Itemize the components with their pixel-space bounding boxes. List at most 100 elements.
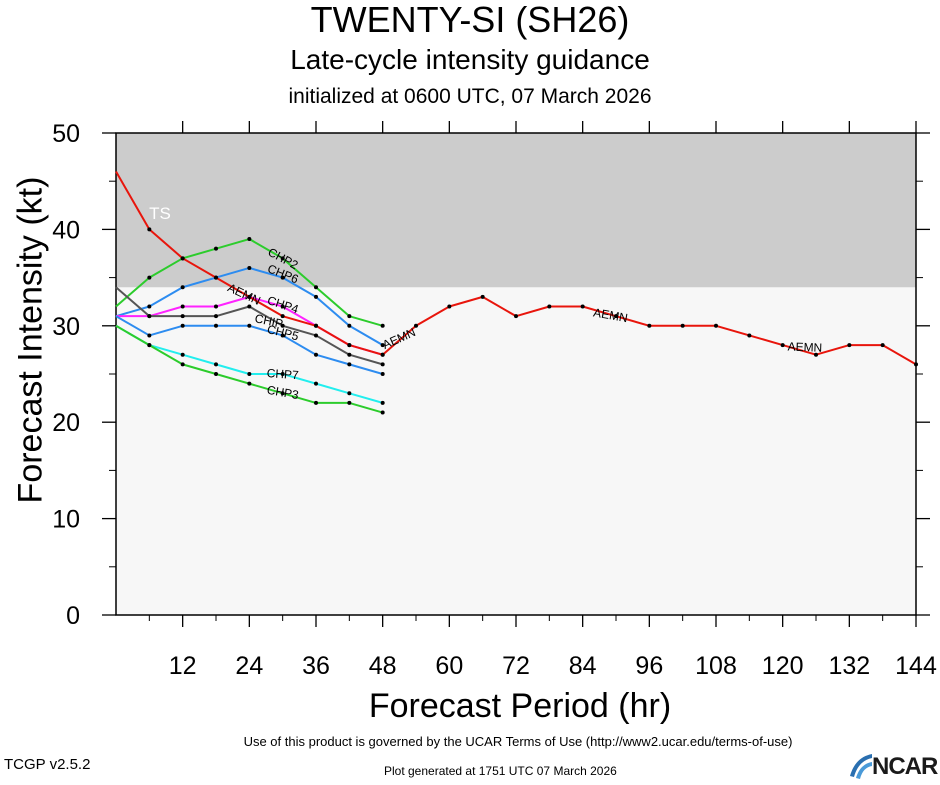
data-point-chp5 [147, 333, 152, 338]
data-point-chp5 [280, 333, 285, 338]
data-point-aemn [214, 275, 218, 280]
data-point-aemn [647, 323, 652, 328]
y-tick-label: 0 [66, 602, 80, 630]
data-point-chp5 [380, 372, 385, 376]
data-point-chp6 [280, 275, 285, 280]
data-point-chp3 [214, 372, 218, 376]
data-point-aemn [347, 343, 352, 348]
y-tick-label: 50 [52, 120, 80, 148]
data-point-chp6 [314, 294, 318, 299]
data-point-aemn [447, 304, 452, 309]
data-point-chp4 [180, 304, 185, 309]
data-point-chp5 [247, 323, 252, 328]
x-tick-label: 84 [569, 652, 597, 680]
data-point-aemn [914, 362, 918, 367]
series-label-aemn: AEMN [592, 305, 629, 325]
data-point-aemn [380, 352, 385, 357]
ts-band-label: TS [149, 204, 171, 223]
chart-title: TWENTY-SI (SH26) [310, 0, 630, 40]
data-point-chp6 [180, 285, 185, 290]
data-point-chp5 [347, 362, 352, 367]
data-point-aemn [480, 294, 485, 299]
data-point-chp2 [147, 275, 152, 280]
data-point-chp7 [314, 381, 318, 386]
data-point-chip [314, 333, 318, 338]
data-point-chp7 [247, 372, 252, 376]
y-tick-label: 20 [52, 409, 80, 437]
data-point-chip [214, 314, 218, 319]
version-label: TCGP v2.5.2 [4, 756, 91, 773]
x-tick-label: 12 [169, 652, 197, 680]
init-time: initialized at 0600 UTC, 07 March 2026 [288, 85, 652, 108]
data-point-chip [180, 314, 185, 319]
data-point-aemn [880, 343, 885, 348]
data-point-aemn [780, 343, 785, 348]
data-point-chp3 [147, 343, 152, 348]
data-point-chp6 [347, 323, 352, 328]
series-label-chip: CHIP [253, 311, 284, 331]
data-point-aemn [247, 294, 252, 299]
data-point-chp6 [380, 343, 385, 348]
x-tick-label: 144 [895, 652, 937, 680]
data-point-chp3 [247, 381, 252, 386]
ncar-logo: NCAR [848, 752, 940, 780]
data-point-chp5 [180, 323, 185, 328]
data-point-chp3 [314, 400, 318, 405]
series-label-aemn: AEMN [787, 340, 822, 355]
data-point-chp7 [180, 352, 185, 357]
data-point-chp3 [380, 410, 385, 415]
data-point-chip [280, 323, 285, 328]
y-tick-label: 30 [52, 313, 80, 341]
x-tick-label: 120 [762, 652, 804, 680]
data-point-chp2 [314, 285, 318, 290]
data-point-chp7 [380, 400, 385, 405]
data-point-aemn [847, 343, 852, 348]
chart-subtitle: Late-cycle intensity guidance [290, 44, 650, 75]
data-point-aemn [747, 333, 752, 338]
ncar-swoosh-icon [850, 754, 872, 779]
x-tick-label: 36 [302, 652, 330, 680]
x-tick-label: 60 [435, 652, 463, 680]
x-tick-label: 24 [235, 652, 263, 680]
data-point-chp3 [347, 400, 352, 405]
data-point-chp3 [180, 362, 185, 367]
y-tick-label: 40 [52, 216, 80, 244]
data-point-chip [380, 362, 385, 367]
data-point-chp5 [214, 323, 218, 328]
data-point-chip [347, 352, 352, 357]
data-point-chip [247, 304, 252, 309]
data-point-chp2 [347, 314, 352, 319]
data-point-chp4 [280, 304, 285, 309]
x-tick-label: 108 [695, 652, 737, 680]
ts-band [116, 133, 916, 288]
y-axis-label: Forecast Intensity (kt) [11, 176, 50, 504]
data-point-aemn [180, 256, 185, 261]
data-point-aemn [714, 323, 718, 328]
data-point-aemn [614, 314, 618, 319]
data-point-chp3 [280, 391, 285, 396]
data-point-aemn [580, 304, 585, 309]
series-label-chp3: CHP3 [266, 383, 300, 402]
data-point-chp6 [147, 304, 152, 309]
x-tick-label: 96 [635, 652, 663, 680]
data-point-aemn [514, 314, 518, 319]
data-point-chp2 [380, 323, 385, 328]
data-point-aemn [147, 227, 152, 232]
data-point-aemn [680, 323, 685, 328]
data-point-chp4 [214, 304, 218, 309]
data-point-chp2 [214, 246, 218, 251]
generated-time: Plot generated at 1751 UTC 07 March 2026 [384, 764, 617, 778]
x-axis-label: Forecast Period (hr) [368, 687, 672, 725]
data-point-chp2 [280, 256, 285, 261]
x-tick-label: 48 [369, 652, 397, 680]
x-tick-label: 72 [502, 652, 530, 680]
data-point-aemn [280, 314, 285, 319]
data-point-aemn [547, 304, 552, 309]
logo-text: NCAR [872, 753, 938, 780]
data-point-chp6 [247, 265, 252, 270]
data-point-chp7 [214, 362, 218, 367]
data-point-chip [147, 314, 152, 319]
y-tick-label: 10 [52, 506, 80, 534]
data-point-chp2 [247, 237, 252, 242]
